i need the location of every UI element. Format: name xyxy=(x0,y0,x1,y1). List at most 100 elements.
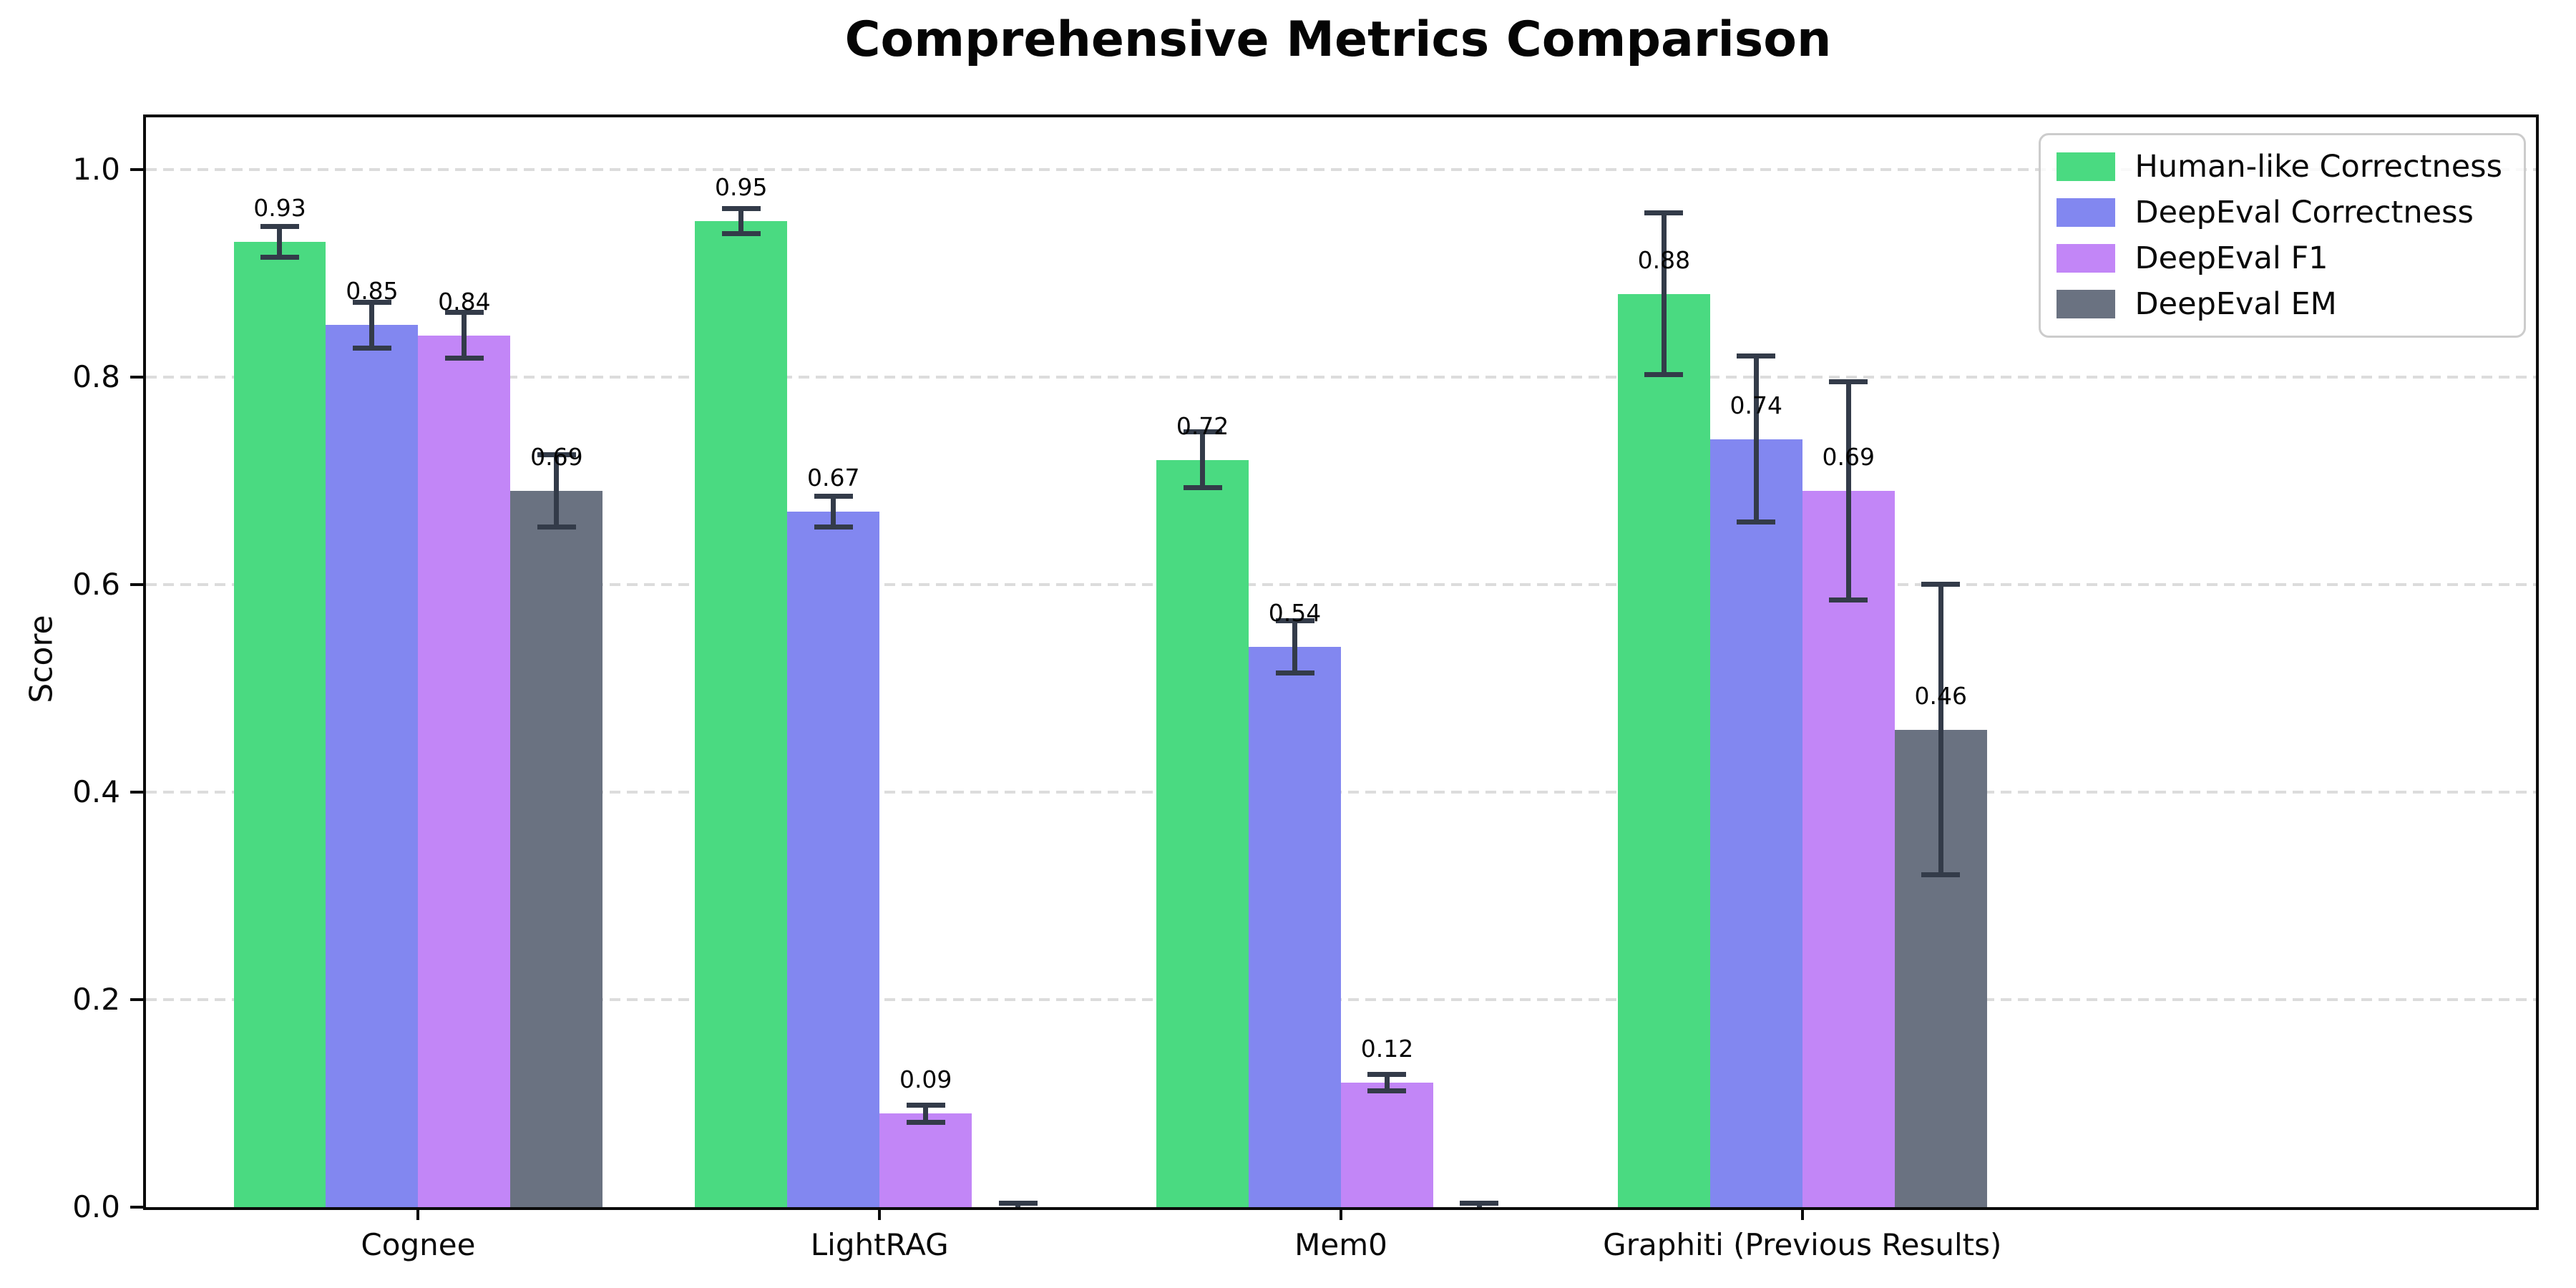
legend-label: DeepEval F1 xyxy=(2135,240,2328,276)
error-bar-cap xyxy=(998,1200,1038,1206)
error-bar xyxy=(554,454,560,527)
bar-value-label: 0.84 xyxy=(438,287,491,316)
error-bar-cap xyxy=(1644,372,1684,378)
error-bar-cap xyxy=(1829,597,1868,602)
bar-deepeval-correctness-graphiti-previous-results- xyxy=(1709,439,1802,1207)
error-bar xyxy=(1384,1074,1390,1091)
error-bar-cap xyxy=(444,356,484,361)
error-bar xyxy=(462,312,467,358)
error-bar-cap xyxy=(1367,1071,1407,1077)
error-bar-cap xyxy=(1921,582,1961,587)
bar-value-label: 0.69 xyxy=(530,443,583,472)
error-bar-cap xyxy=(1275,618,1314,623)
error-bar-cap xyxy=(1460,1200,1499,1206)
y-tick-label: 1.0 xyxy=(72,151,120,187)
error-bar-cap xyxy=(1737,519,1776,525)
bar-deepeval-correctness-lightrag xyxy=(787,512,880,1207)
bar-value-label: 0.09 xyxy=(899,1065,952,1094)
legend-swatch-human-like-correctness xyxy=(2056,152,2115,181)
error-bar-cap xyxy=(1367,1088,1407,1094)
gridline xyxy=(146,790,2536,794)
error-bar xyxy=(923,1105,929,1123)
error-bar-cap xyxy=(1737,353,1776,359)
x-axis-tick xyxy=(1800,1207,1804,1220)
bar-human-like-correctness-graphiti-previous-results- xyxy=(1617,293,1710,1207)
error-bar xyxy=(1845,381,1851,600)
error-bar-cap xyxy=(352,299,391,305)
bar-value-label: 0.74 xyxy=(1729,391,1783,419)
bar-value-label: 0.93 xyxy=(253,194,306,223)
error-bar-cap xyxy=(1829,379,1868,385)
error-bar xyxy=(277,226,283,258)
chart-title: Comprehensive Metrics Comparison xyxy=(844,11,1832,68)
legend-item: DeepEval Correctness xyxy=(2056,194,2502,231)
bar-value-label: 0.72 xyxy=(1176,411,1229,440)
error-bar xyxy=(1292,620,1298,673)
y-axis-tick xyxy=(130,167,143,171)
x-tick-label: Mem0 xyxy=(1294,1227,1387,1262)
bar-value-label: 0.88 xyxy=(1637,245,1691,274)
legend-item: DeepEval F1 xyxy=(2056,240,2502,277)
bar-value-label: 0.69 xyxy=(1822,443,1875,472)
y-tick-label: 0.8 xyxy=(72,358,120,394)
error-bar-cap xyxy=(260,255,299,260)
y-tick-label: 0.4 xyxy=(72,774,120,809)
legend-label: Human-like Correctness xyxy=(2135,149,2502,185)
error-bar-cap xyxy=(999,1209,1038,1210)
bar-value-label: 0.85 xyxy=(346,277,399,306)
y-axis-tick xyxy=(130,1206,143,1209)
x-axis-tick xyxy=(416,1207,420,1220)
bar-deepeval-em-cognee xyxy=(510,491,603,1207)
legend: Human-like Correctness DeepEval Correctn… xyxy=(2038,133,2526,338)
error-bar-cap xyxy=(260,223,299,229)
bar-deepeval-correctness-cognee xyxy=(326,325,419,1207)
bar-human-like-correctness-cognee xyxy=(233,242,326,1207)
error-bar-cap xyxy=(1644,210,1684,215)
error-bar-cap xyxy=(1183,429,1222,434)
x-tick-label: LightRAG xyxy=(810,1227,949,1262)
plot-area: Human-like Correctness DeepEval Correctn… xyxy=(143,114,2539,1210)
error-bar xyxy=(831,496,836,527)
gridline xyxy=(146,167,2536,171)
error-bar-cap xyxy=(537,452,576,457)
error-bar-cap xyxy=(721,230,761,236)
error-bar-cap xyxy=(814,493,853,499)
y-axis-title: Score xyxy=(23,615,60,703)
gridline xyxy=(146,375,2536,379)
x-tick-label: Cognee xyxy=(361,1227,476,1262)
y-tick-label: 0.2 xyxy=(72,981,120,1017)
error-bar xyxy=(1938,584,1943,875)
y-axis-tick xyxy=(130,997,143,1001)
error-bar xyxy=(369,302,375,348)
error-bar-cap xyxy=(1183,485,1222,491)
x-axis-tick xyxy=(1340,1207,1342,1220)
bar-deepeval-f1-cognee xyxy=(418,335,511,1207)
y-axis-tick xyxy=(130,790,143,794)
bar-value-label: 0.12 xyxy=(1360,1034,1414,1063)
error-bar-cap xyxy=(1460,1209,1498,1210)
error-bar-cap xyxy=(906,1119,945,1125)
bar-deepeval-correctness-mem0 xyxy=(1249,646,1341,1207)
legend-swatch-deepeval-em xyxy=(2056,290,2115,318)
error-bar xyxy=(1200,431,1206,488)
gridline xyxy=(146,997,2536,1001)
bar-human-like-correctness-lightrag xyxy=(695,221,788,1207)
error-bar-cap xyxy=(814,525,853,530)
error-bar xyxy=(738,208,744,234)
y-axis-tick xyxy=(130,375,143,379)
bar-deepeval-f1-mem0 xyxy=(1341,1082,1433,1207)
legend-item: Human-like Correctness xyxy=(2056,148,2502,185)
error-bar xyxy=(1661,213,1667,375)
error-bar-cap xyxy=(906,1103,945,1108)
error-bar-cap xyxy=(721,206,761,212)
x-axis-tick xyxy=(878,1207,882,1220)
bar-value-label: 0.54 xyxy=(1268,598,1322,627)
error-bar-cap xyxy=(352,345,391,351)
y-tick-label: 0.6 xyxy=(72,566,120,602)
legend-label: DeepEval EM xyxy=(2135,286,2337,322)
x-tick-label: Graphiti (Previous Results) xyxy=(1603,1227,2002,1262)
y-tick-label: 0.0 xyxy=(72,1189,120,1224)
bar-value-label: 0.67 xyxy=(806,464,860,492)
bar-deepeval-f1-graphiti-previous-results- xyxy=(1802,491,1895,1207)
